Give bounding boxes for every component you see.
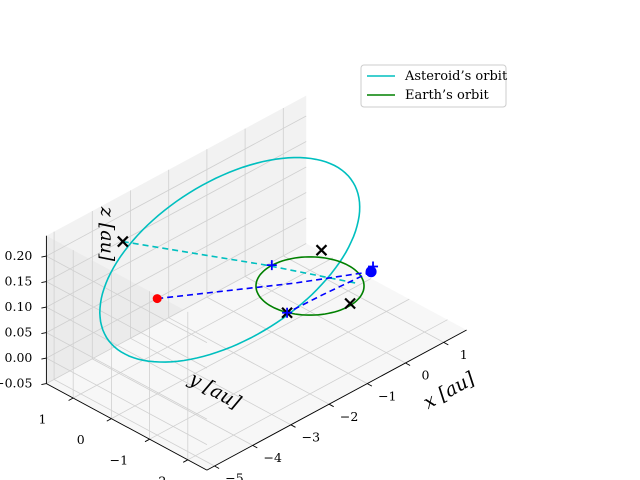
y-tick-label: 0: [77, 432, 85, 447]
x-tick-mark: [290, 424, 296, 428]
z-tick-label: 0.10: [5, 299, 33, 314]
x-tick-mark: [443, 342, 449, 346]
x-axis-line: [206, 329, 467, 471]
x-tick-label: −5: [225, 471, 243, 480]
grid-line-z-left: [46, 357, 208, 445]
x-tick-label: −2: [340, 409, 358, 424]
x-tick-label: 1: [460, 347, 468, 362]
x-tick-label: −3: [302, 430, 320, 445]
legend-label-asteroid: Asteroid’s orbit: [404, 69, 508, 84]
y-tick-mark: [68, 397, 74, 401]
grid-line-z-back: [46, 243, 307, 384]
marker-waypoint-plus: [266, 260, 277, 271]
grid-line-y-floor: [187, 319, 448, 461]
x-tick-mark: [405, 362, 411, 366]
z-tick-label: 0.15: [5, 274, 33, 289]
marker-arrival-dot: [365, 266, 377, 278]
grid-line-y-floor: [73, 257, 334, 399]
x-tick-label: −4: [263, 450, 281, 465]
z-tick-mark: [41, 255, 47, 258]
trajectory-asteroid-leg: [122, 240, 356, 284]
y-tick-label: 1: [39, 412, 47, 427]
x-tick-mark: [214, 465, 220, 469]
series-earth-orbit: [255, 256, 365, 316]
grid-line-z-back: [46, 115, 307, 257]
z-tick-label: −0.05: [0, 376, 32, 391]
grid-line-y-floor: [111, 278, 372, 419]
z-tick-mark: [41, 332, 47, 335]
y-tick-mark: [106, 418, 112, 422]
series-asteroid-orbit: [98, 156, 361, 363]
marker-node-x: [344, 297, 356, 310]
grid-line-z-back: [46, 141, 307, 282]
floor-pane: [46, 243, 467, 471]
axes-ticks: −5 −4 −3 −2 −1 0 1 1 0 −1 −2 −0.05 0.00 0.05 0.10 0.15 0…: [0, 248, 468, 480]
marker-node-x: [315, 244, 328, 256]
grid-line-y-floor: [149, 298, 410, 440]
y-tick-label: −1: [110, 453, 128, 468]
z-axis-label: z [au]: [96, 206, 118, 262]
z-tick-label: 0.20: [5, 248, 33, 263]
marker-start-dot: [152, 294, 162, 304]
x-tick-mark: [252, 445, 258, 449]
z-tick-mark: [41, 357, 47, 360]
grid-line-z-left: [46, 281, 208, 369]
z-tick-mark: [41, 383, 47, 386]
legend: Asteroid’s orbit Earth’s orbit: [360, 64, 508, 108]
y-tick-mark: [182, 459, 189, 463]
x-tick-label: −1: [378, 388, 396, 403]
marker-node-x: [117, 235, 129, 248]
grid-line-z-left: [46, 306, 208, 394]
grid-line-z-back: [46, 192, 307, 333]
x-tick-mark: [367, 383, 373, 387]
z-tick-label: 0.00: [5, 350, 33, 365]
x-tick-mark: [328, 403, 334, 408]
grid-line-z-left: [46, 332, 208, 420]
trajectory-transfer-leg: [286, 270, 372, 314]
y-tick-label: −2: [148, 473, 166, 480]
marker-waypoint-plus: [368, 261, 379, 272]
y-tick-mark: [144, 438, 150, 443]
z-tick-mark: [41, 281, 47, 284]
grid-line-z-back: [46, 217, 307, 359]
plot-area: [98, 156, 379, 363]
grid-line-z-back: [46, 166, 307, 308]
grid-line-z-left: [46, 255, 208, 343]
legend-label-earth: Earth’s orbit: [405, 88, 490, 103]
axes-grid: [46, 108, 448, 471]
z-tick-label: 0.05: [5, 325, 33, 340]
z-tick-mark: [41, 306, 47, 309]
x-tick-label: 0: [422, 368, 430, 383]
legend-frame: [360, 64, 507, 108]
marker-waypoint-plus: [282, 307, 293, 318]
